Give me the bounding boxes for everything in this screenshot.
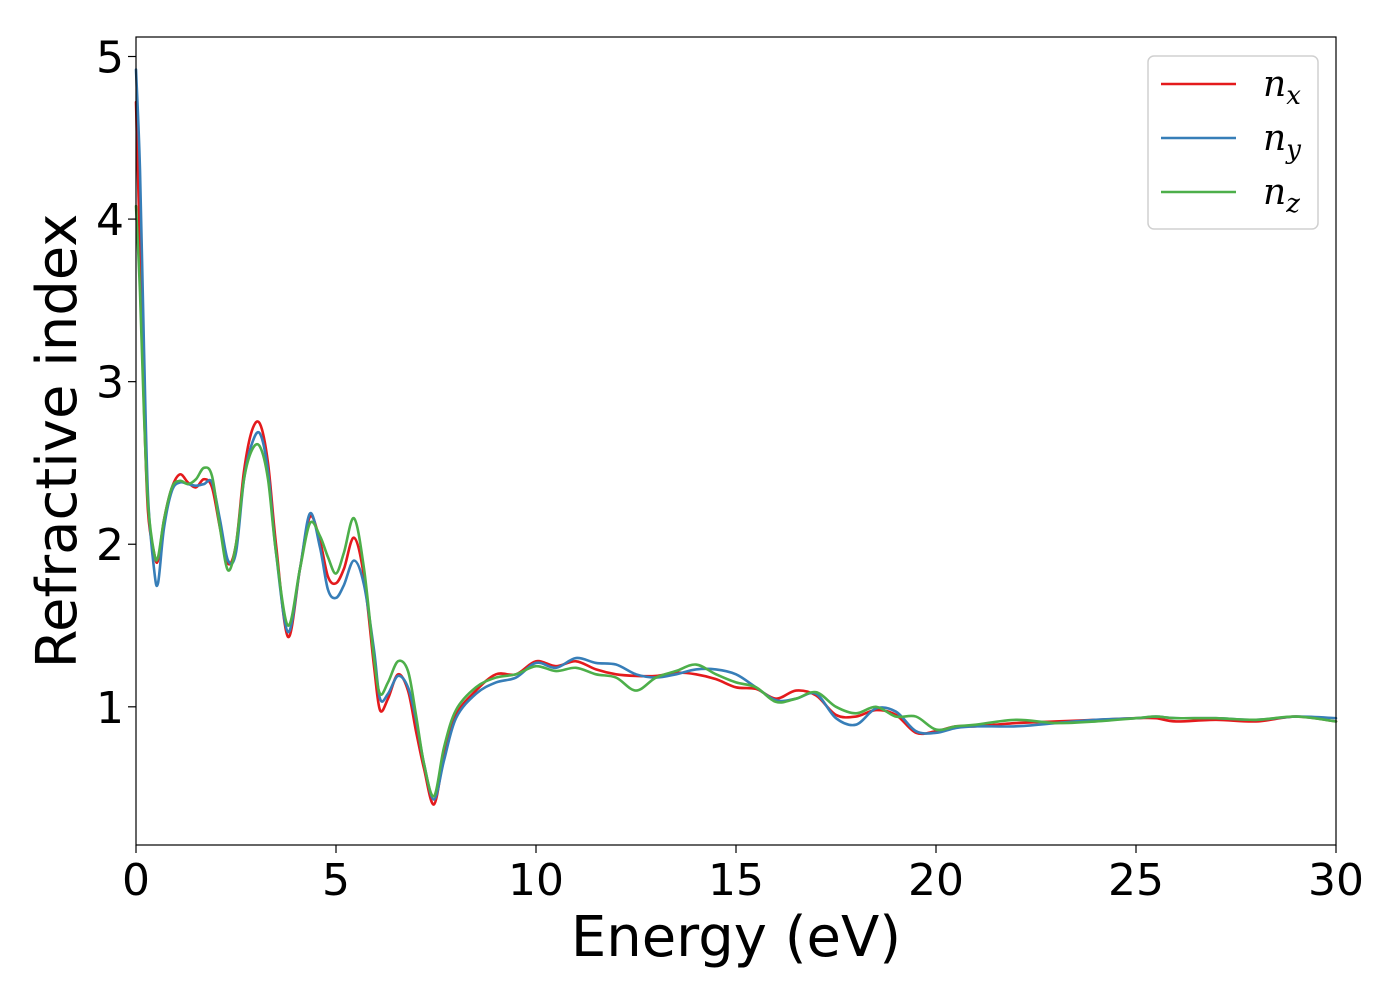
legend: nx ny nz (1147, 55, 1319, 230)
y-tick-label: 4 (96, 195, 124, 246)
y-axis-ticks: 1 2 3 4 5 (96, 33, 136, 734)
plot-frame (135, 36, 1337, 846)
y-tick-label: 1 (96, 683, 124, 734)
x-tick-label: 30 (1308, 855, 1364, 906)
plot-area (136, 37, 1336, 845)
x-tick-label: 20 (908, 855, 964, 906)
x-axis-title: Energy (eV) (571, 905, 901, 970)
y-tick-label: 3 (96, 358, 124, 409)
x-axis-ticks: 0 5 10 15 20 25 30 (122, 845, 1364, 906)
legend-box (1147, 55, 1319, 230)
x-tick-label: 10 (508, 855, 564, 906)
x-tick-label: 0 (122, 855, 150, 906)
y-tick-label: 5 (96, 33, 124, 84)
y-axis-title: Refractive index (25, 214, 90, 669)
series-line-z (134, 204, 1338, 798)
legend-label-y: ny (1263, 118, 1301, 165)
x-tick-label: 15 (708, 855, 764, 906)
series-lines (134, 68, 1338, 806)
legend-label-z: nz (1263, 172, 1300, 219)
x-tick-label: 25 (1108, 855, 1164, 906)
y-tick-label: 2 (96, 520, 124, 571)
x-tick-label: 5 (322, 855, 350, 906)
legend-label-x: nx (1263, 64, 1301, 111)
